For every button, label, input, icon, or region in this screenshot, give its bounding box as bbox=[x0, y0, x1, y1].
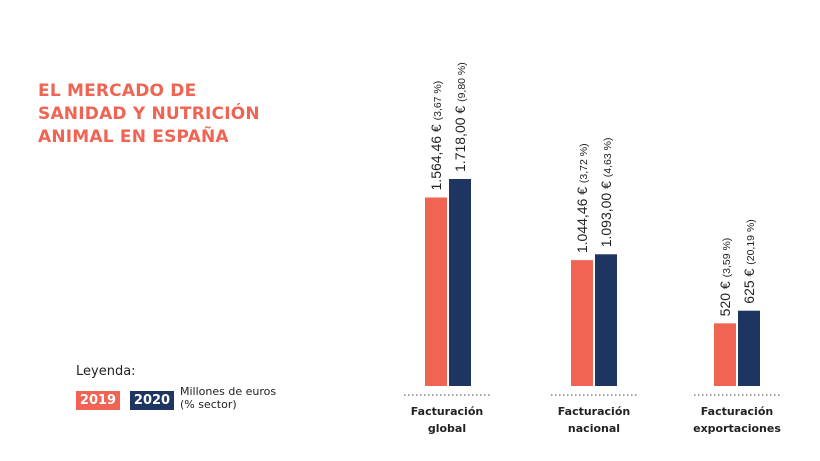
category-label-3: Facturación exportaciones bbox=[693, 405, 781, 435]
bar-2019-3 bbox=[714, 323, 736, 386]
category-label-2: Facturación nacional bbox=[558, 405, 630, 435]
chart-title: EL MERCADO DE SANIDAD Y NUTRICIÓN ANIMAL… bbox=[38, 80, 318, 149]
bar-2019-2 bbox=[571, 260, 593, 386]
value-label-2019-2: 1.044,46 € (3,72 %) bbox=[574, 143, 590, 253]
bar-2020-3 bbox=[738, 310, 760, 386]
title-line-3: ANIMAL EN ESPAÑA bbox=[38, 127, 229, 147]
value-label-2019-1: 1.564,46 € (3,67 %) bbox=[428, 81, 444, 191]
title-line-2: SANIDAD Y NUTRICIÓN bbox=[38, 104, 260, 124]
value-label-2020-2: 1.093,00 € (4,63 %) bbox=[598, 138, 614, 248]
legend-note-line-2: (% sector) bbox=[180, 397, 237, 411]
legend-2019-swatch: 2019 bbox=[76, 391, 120, 410]
legend-note-line-1: Millones de euros bbox=[180, 385, 277, 398]
category-label-1: Facturación global bbox=[411, 405, 483, 435]
legend-units-note: Millones de euros (% sector) bbox=[180, 385, 277, 411]
value-label-2019-3: 520 € (3,59 %) bbox=[717, 238, 733, 317]
legend-heading: Leyenda: bbox=[76, 364, 136, 379]
legend-2020-swatch: 2020 bbox=[130, 391, 174, 410]
bar-2020-2 bbox=[595, 254, 617, 386]
title-line-1: EL MERCADO DE bbox=[38, 81, 197, 101]
bar-2019-1 bbox=[425, 197, 447, 386]
bar-2020-1 bbox=[449, 178, 471, 386]
value-label-2020-3: 625 € (20,19 %) bbox=[741, 219, 757, 303]
value-label-2020-1: 1.718,00 € (9,80 %) bbox=[452, 62, 468, 172]
